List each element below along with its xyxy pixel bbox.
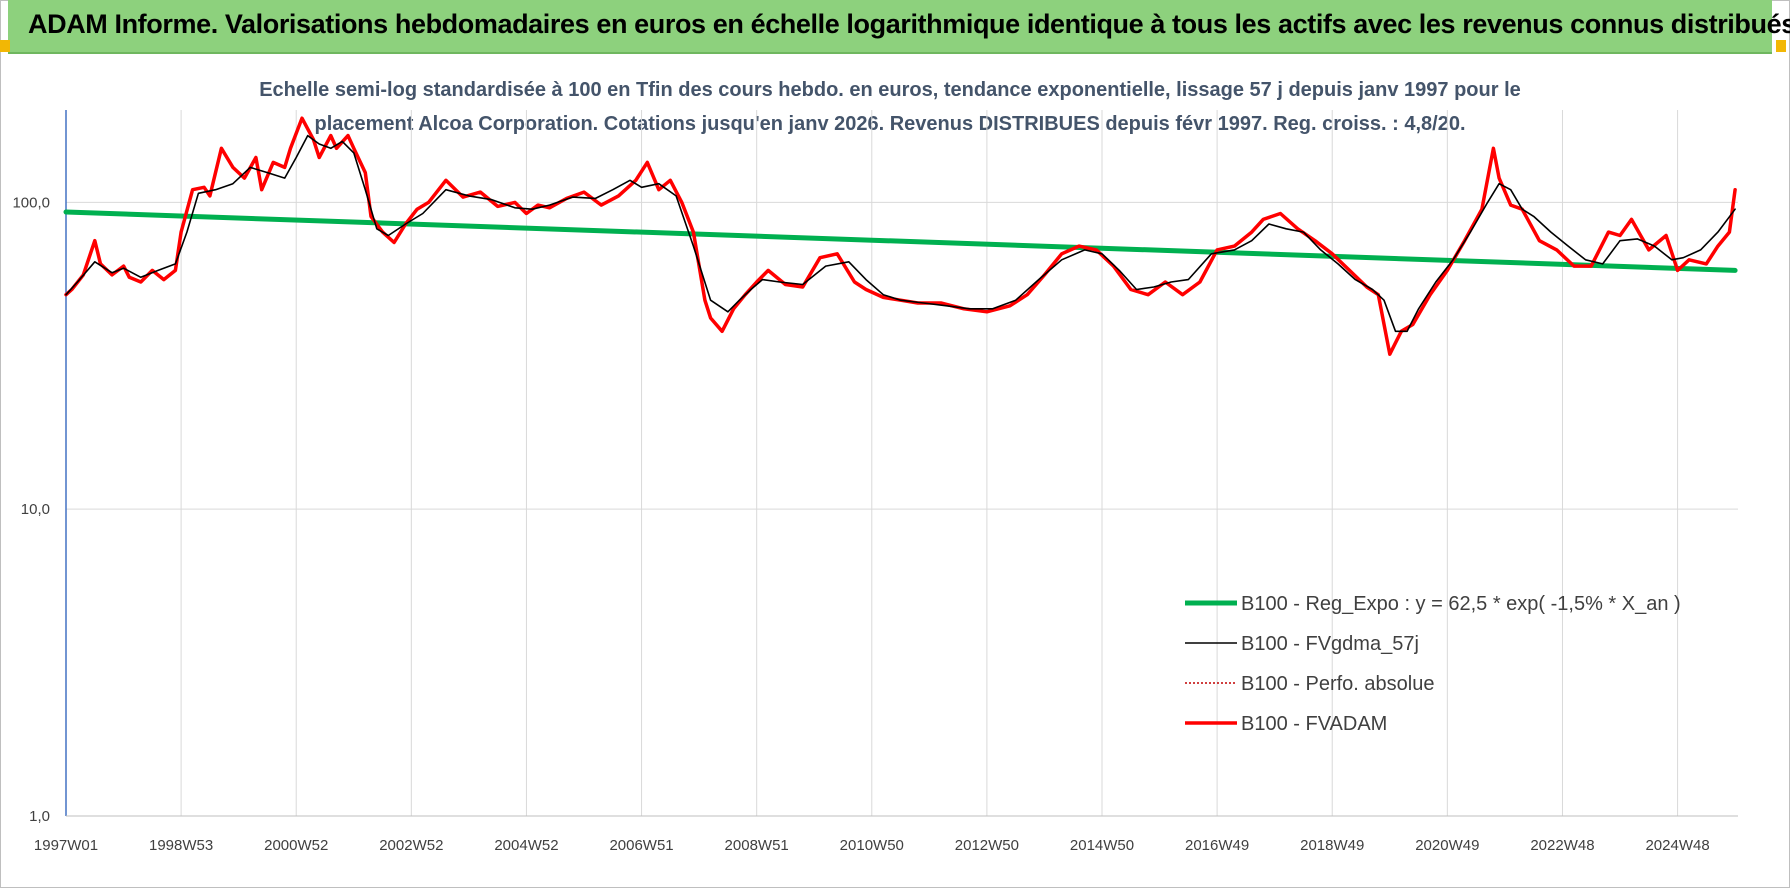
x-tick-label: 2002W52	[379, 837, 443, 854]
x-tick-label: 2018W49	[1300, 837, 1364, 854]
report-title: ADAM Informe. Valorisations hebdomadaire…	[28, 9, 1790, 39]
x-tick-label: 1997W01	[34, 837, 98, 854]
legend-label: B100 - FVgdma_57j	[1241, 633, 1419, 655]
series-layer	[63, 116, 1738, 356]
y-tick-labels: 1,0 10,0 100,0	[12, 194, 50, 825]
x-tick-label: 2008W51	[725, 837, 789, 854]
x-tick-label: 2012W50	[955, 837, 1019, 854]
legend-label: B100 - Reg_Expo : y = 62,5 * exp( -1,5% …	[1241, 593, 1681, 615]
x-tick-labels: 1997W01 1998W53 2000W52 2002W52 2004W52 2006W…	[34, 837, 1710, 854]
chart-subtitle-line1: Echelle semi-log standardisée à 100 en T…	[259, 79, 1521, 101]
series-line-1	[65, 134, 1736, 333]
x-tick-label: 2010W50	[840, 837, 904, 854]
x-tick-label: 2006W51	[609, 837, 673, 854]
x-tick-label: 2024W48	[1645, 837, 1709, 854]
x-tick-label: 2022W48	[1530, 837, 1594, 854]
x-tick-label: 2016W49	[1185, 837, 1249, 854]
x-tick-label: 2004W52	[494, 837, 558, 854]
report-header: ADAM Informe. Valorisations hebdomadaire…	[8, 0, 1790, 54]
chart-subtitle-line2: placement Alcoa Corporation. Cotations j…	[314, 113, 1465, 135]
y-tick-label: 1,0	[29, 808, 50, 825]
x-tick-label: 2000W52	[264, 837, 328, 854]
corner-marker-right	[1776, 40, 1786, 52]
legend-label: B100 - FVADAM	[1241, 713, 1387, 735]
legend-label: B100 - Perfo. absolue	[1241, 673, 1434, 695]
corner-marker-left	[0, 40, 10, 52]
y-tick-label: 100,0	[12, 194, 50, 211]
x-tick-label: 2014W50	[1070, 837, 1134, 854]
legend: B100 - Reg_Expo : y = 62,5 * exp( -1,5% …	[1185, 593, 1681, 735]
x-tick-label: 1998W53	[149, 837, 213, 854]
vertical-gridlines	[180, 110, 1679, 816]
series-line-3	[64, 116, 1737, 356]
x-tick-label: 2020W49	[1415, 837, 1479, 854]
series-line-0	[63, 209, 1738, 273]
y-tick-label: 10,0	[21, 501, 50, 518]
horizontal-gridlines	[66, 201, 1738, 510]
